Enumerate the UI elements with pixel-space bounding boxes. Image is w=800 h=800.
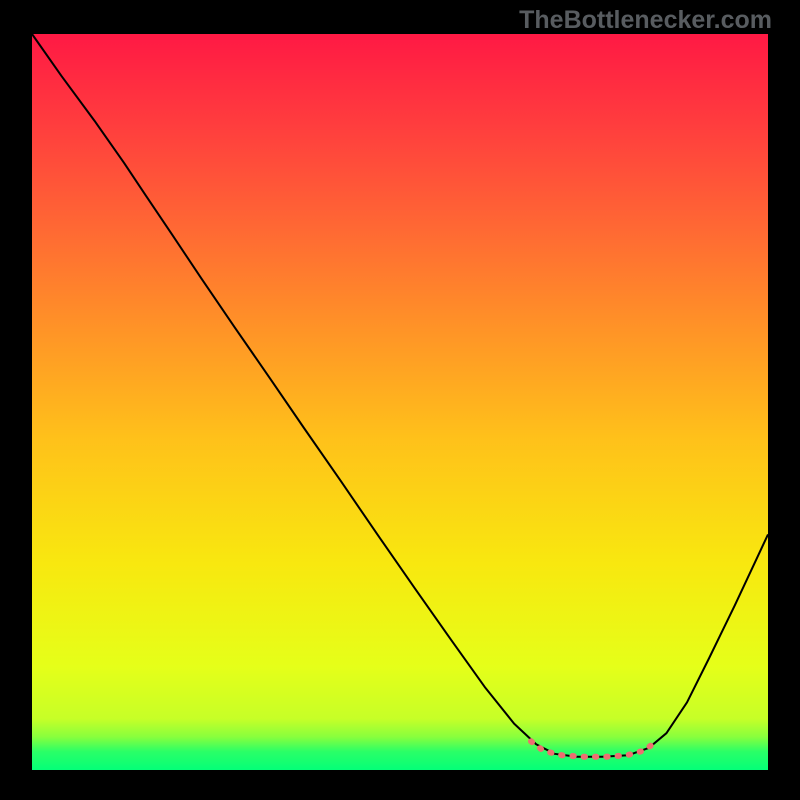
- watermark-text: TheBottlenecker.com: [519, 6, 772, 35]
- chart-svg: [0, 0, 800, 800]
- plot-gradient: [32, 34, 768, 770]
